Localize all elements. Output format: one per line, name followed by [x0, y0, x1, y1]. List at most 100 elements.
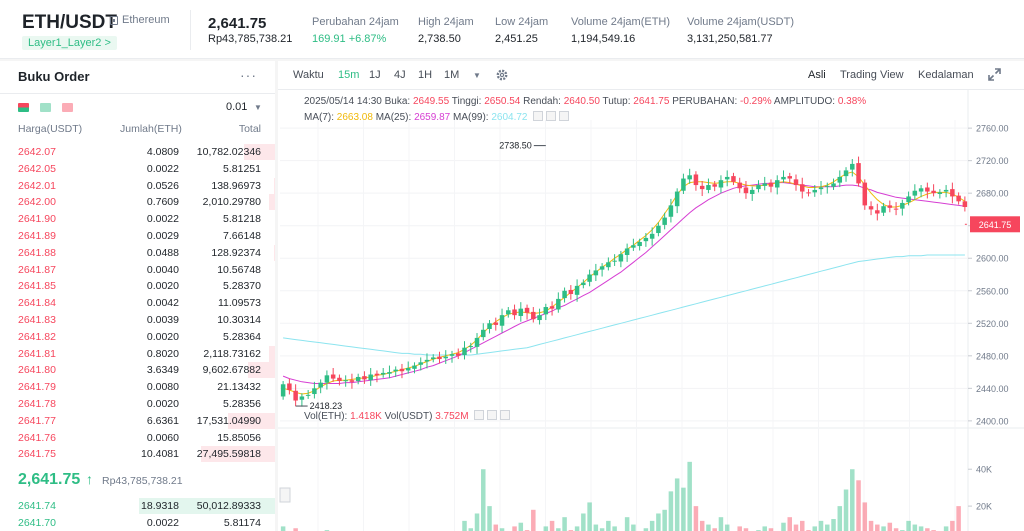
row-price: 2641.75: [18, 448, 56, 461]
stat-value: 1,194,549.16: [571, 33, 636, 45]
ask-row[interactable]: 2641.87 0.0040 10.56748: [0, 262, 275, 278]
current-price-label: 2641.75: [979, 220, 1012, 230]
candle-body: [343, 380, 348, 382]
candle-body: [718, 180, 724, 188]
ask-row[interactable]: 2641.78 0.0020 5.28356: [0, 396, 275, 412]
settings-icon[interactable]: [487, 410, 498, 420]
row-price: 2642.05: [18, 162, 56, 175]
caret-down-icon[interactable]: ▼: [254, 103, 262, 112]
category-tag[interactable]: Layer1_Layer2 >: [22, 36, 117, 50]
candle-body: [731, 176, 736, 182]
coin-info[interactable]: Ethereum: [110, 14, 170, 26]
candle-body: [574, 285, 580, 295]
volume-bar: [875, 524, 880, 531]
candle-body: [481, 329, 486, 338]
view-original[interactable]: Asli: [808, 69, 826, 81]
pair-symbol[interactable]: ETH/USDT: [22, 12, 117, 33]
ask-row[interactable]: 2641.83 0.0039 10.30314: [0, 312, 275, 328]
coin-name: Ethereum: [122, 14, 170, 26]
candle-body: [418, 362, 423, 365]
ask-row[interactable]: 2641.88 0.0488 128.92374: [0, 244, 275, 261]
candle-body: [681, 178, 686, 191]
precision-select[interactable]: 0.01: [226, 101, 248, 113]
row-amount: 0.8020: [146, 347, 179, 360]
market-header: ETH/USDT Ethereum Layer1_Layer2 > 2,641.…: [0, 0, 1024, 59]
ask-row[interactable]: 2641.80 3.6349 9,602.67882: [0, 362, 275, 379]
ask-row[interactable]: 2641.75 10.4081 27,495.59818: [0, 446, 275, 463]
volume-bar: [481, 469, 486, 531]
volume-bar: [825, 524, 830, 531]
interval-4j[interactable]: 4J: [394, 69, 406, 81]
high-value: 2650.54: [484, 96, 521, 107]
volume-bar: [918, 526, 924, 531]
ask-row[interactable]: 2641.82 0.0020 5.28364: [0, 329, 275, 345]
candle-body: [468, 346, 474, 348]
interval-15m[interactable]: 15m: [338, 69, 360, 81]
book-bids-icon[interactable]: [40, 103, 51, 112]
ask-row[interactable]: 2641.85 0.0020 5.28370: [0, 278, 275, 294]
amplitude-label: AMPLITUDO:: [773, 96, 836, 107]
divider: [278, 89, 1024, 90]
ask-row[interactable]: 2641.81 0.8020 2,118.73162: [0, 345, 275, 362]
candle-body: [906, 196, 911, 203]
candle-body: [512, 309, 517, 316]
candlestick-chart[interactable]: 2760.002720.002680.002640.002600.002560.…: [278, 90, 1024, 531]
volume-bar: [549, 520, 555, 531]
bid-row[interactable]: 2641.70 0.0022 5.81174: [0, 515, 275, 531]
more-icon[interactable]: ···: [240, 67, 257, 83]
vol-eth-value: 1.418K: [350, 411, 382, 422]
ask-row[interactable]: 2641.84 0.0042 11.09573: [0, 295, 275, 311]
stat-label: Perubahan 24jam: [312, 16, 399, 28]
ask-row[interactable]: 2641.76 0.0060 15.85056: [0, 430, 275, 446]
candle-body: [925, 187, 930, 192]
close-icon[interactable]: [559, 111, 570, 121]
interval-1j[interactable]: 1J: [369, 69, 381, 81]
volume-bar: [800, 520, 805, 531]
volume-bar: [587, 502, 592, 531]
scroll-left-button: [279, 487, 291, 503]
ask-row[interactable]: 2642.05 0.0022 5.81251: [0, 161, 275, 177]
gear-icon[interactable]: [496, 69, 508, 81]
visibility-icon[interactable]: [474, 410, 485, 420]
interval-1h[interactable]: 1H: [418, 69, 433, 81]
book-asks-icon[interactable]: [62, 103, 73, 112]
row-total: 5.81174: [223, 516, 261, 529]
row-total: 128.92374: [211, 246, 261, 259]
book-both-icon[interactable]: [18, 103, 29, 112]
volume-bar: [724, 524, 730, 531]
ask-row[interactable]: 2642.01 0.0526 138.96973: [0, 177, 275, 194]
ask-row[interactable]: 2641.77 6.6361 17,531.04990: [0, 412, 275, 429]
col-total: Total: [238, 123, 261, 135]
volume-bar: [674, 478, 680, 531]
row-total: 2,118.73162: [203, 347, 261, 360]
ask-row[interactable]: 2642.00 0.7609 2,010.29780: [0, 194, 275, 211]
interval-1m[interactable]: 1M: [444, 69, 460, 81]
row-amount: 0.0020: [146, 280, 179, 293]
candle-body: [299, 396, 305, 400]
price-tick-label: 2760.00: [976, 124, 1009, 134]
caret-down-icon[interactable]: ▼: [473, 71, 481, 80]
candle-body: [305, 394, 311, 396]
mid-price: 2,641.75: [18, 471, 81, 488]
settings-icon[interactable]: [546, 111, 557, 121]
volume-bar: [487, 506, 492, 531]
bid-row[interactable]: 2641.74 18.9318 50,012.89333: [0, 498, 275, 514]
ask-row[interactable]: 2641.90 0.0022 5.81218: [0, 211, 275, 227]
expand-icon[interactable]: [988, 68, 1001, 81]
candle-body: [349, 380, 355, 382]
candle-body: [787, 176, 792, 179]
candle-body: [287, 383, 292, 390]
depth-bar: [244, 144, 275, 160]
view-tradingview[interactable]: Trading View: [840, 69, 904, 81]
ask-row[interactable]: 2642.07 4.0809 10,782.02346: [0, 144, 275, 160]
ask-row[interactable]: 2641.79 0.0080 21.13432: [0, 379, 275, 395]
ask-row[interactable]: 2641.89 0.0029 7.66148: [0, 228, 275, 244]
candle-body: [293, 390, 298, 401]
visibility-icon[interactable]: [533, 111, 544, 121]
view-depth[interactable]: Kedalaman: [918, 69, 974, 81]
depth-bar: [248, 362, 275, 379]
depth-bar: [274, 244, 275, 261]
candle-body: [330, 374, 336, 379]
close-icon[interactable]: [500, 410, 511, 420]
volume-bar: [693, 506, 699, 531]
